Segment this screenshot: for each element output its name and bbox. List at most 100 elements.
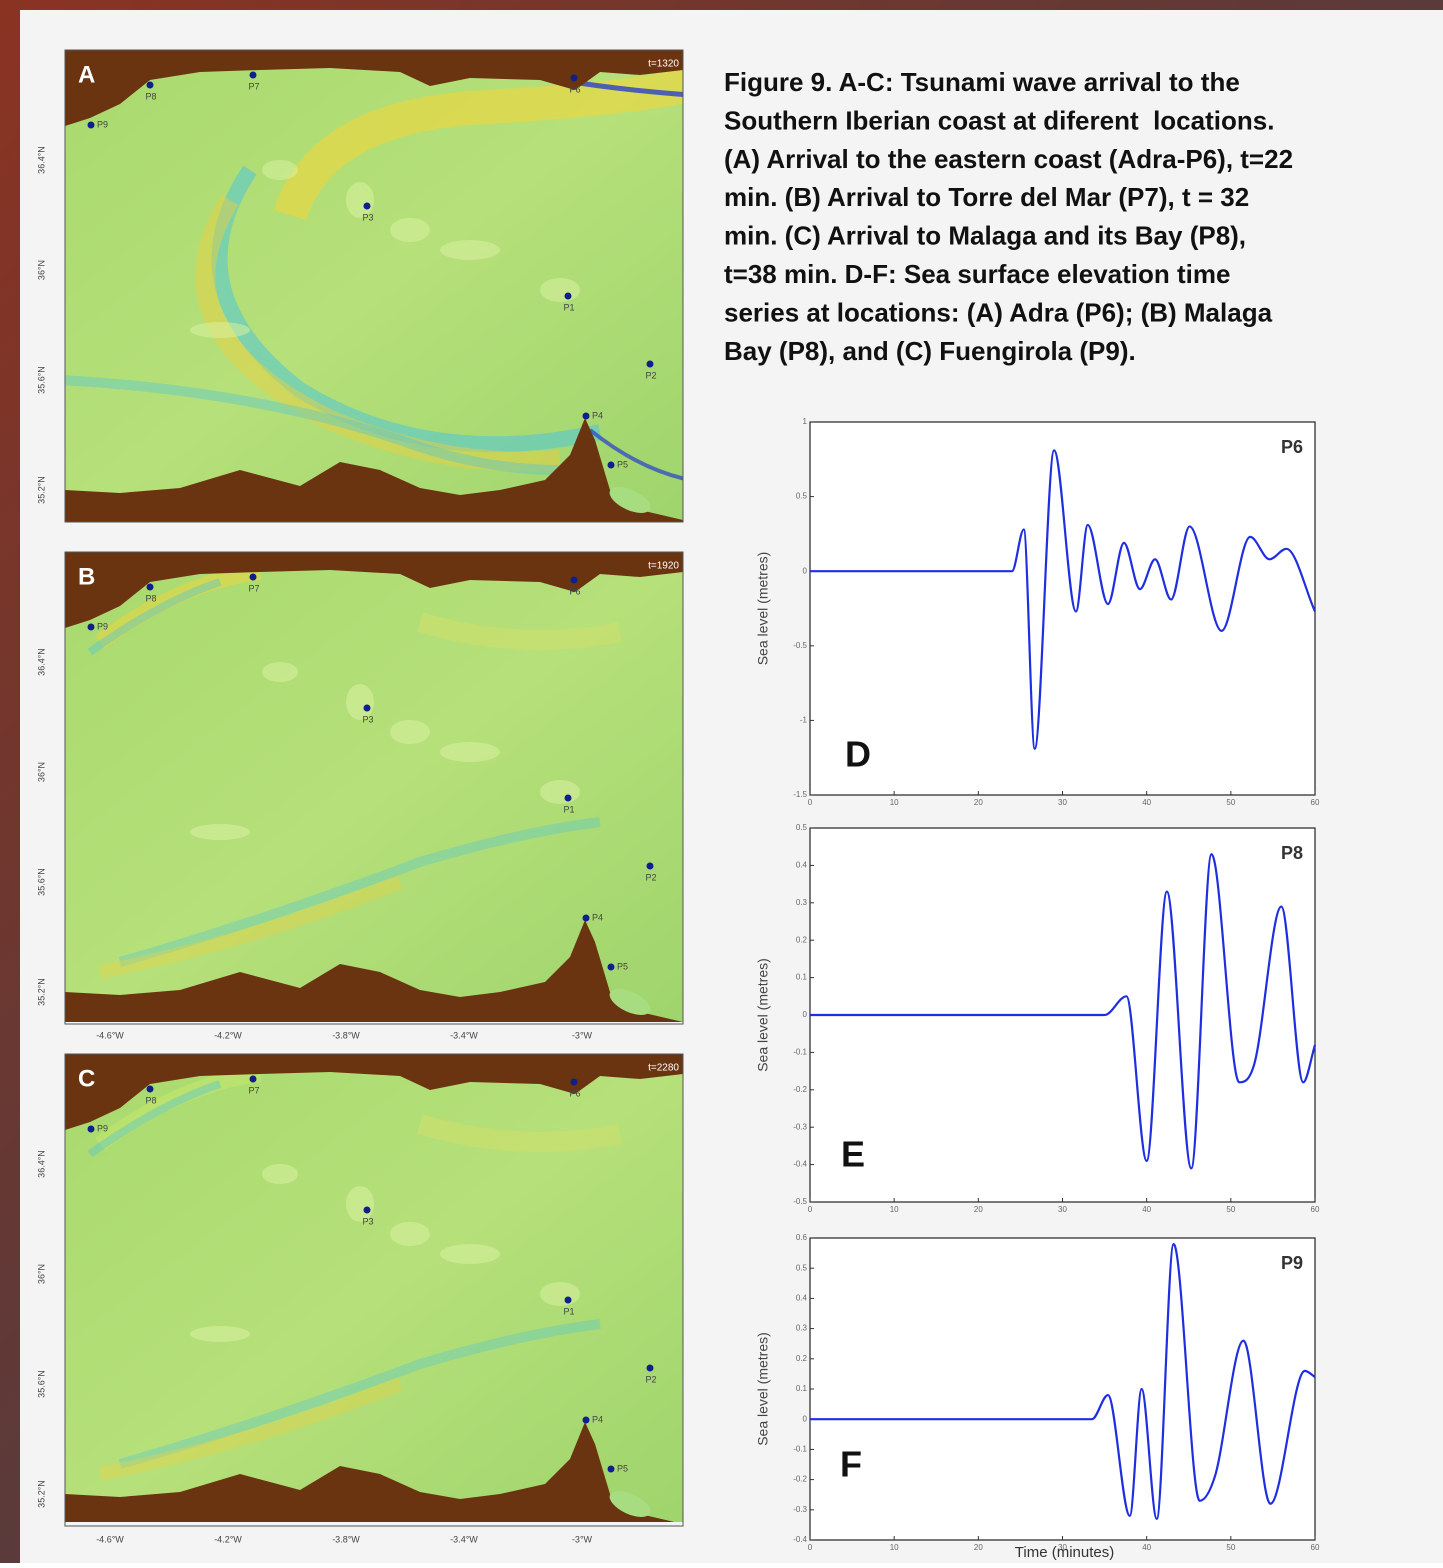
y-tick-label: -1	[800, 716, 808, 725]
station-point	[146, 1085, 154, 1093]
station-label: P6	[569, 84, 580, 94]
x-tick-label: 50	[1226, 798, 1235, 807]
lat-label: 35.6°N	[36, 366, 46, 394]
wave-band	[95, 1066, 262, 1151]
station-label: P5	[617, 459, 628, 469]
x-tick-label: 30	[1058, 1205, 1067, 1214]
station-point	[564, 292, 572, 300]
y-tick-label: -0.4	[793, 1535, 807, 1544]
station-label: P9	[97, 1123, 108, 1133]
x-tick-label: 40	[1142, 1205, 1151, 1214]
y-tick-label: 0.5	[796, 1263, 808, 1272]
lat-label: 35.2°N	[36, 476, 46, 504]
x-tick-label: 30	[1058, 1543, 1067, 1552]
land-south	[65, 1422, 675, 1522]
wave-band	[118, 817, 601, 967]
y-tick-label: 0.4	[796, 1294, 808, 1303]
station-label: P5	[617, 1463, 628, 1473]
lon-label: -3.4°W	[450, 1534, 478, 1544]
lat-label: 35.2°N	[36, 1480, 46, 1508]
x-tick-label: 0	[808, 1205, 813, 1214]
station-label: P6	[569, 586, 580, 596]
station-point	[146, 583, 154, 591]
lat-label: 36°N	[36, 1264, 46, 1284]
wave-band	[87, 578, 222, 656]
station-label: P1	[563, 1306, 574, 1316]
plot-area	[809, 1237, 1316, 1541]
station-point	[249, 71, 257, 79]
station-point	[146, 81, 154, 89]
wave-band	[417, 612, 622, 650]
seamount	[262, 662, 298, 682]
y-tick-label: -0.2	[793, 1085, 807, 1094]
station-label: P1	[563, 804, 574, 814]
lon-label: -3°W	[572, 1534, 593, 1544]
wave-band	[98, 1377, 403, 1481]
station-point	[607, 1465, 615, 1473]
seamount	[390, 218, 430, 242]
land-south	[65, 920, 683, 1022]
y-tick-label: 0.3	[796, 1324, 808, 1333]
land-north	[65, 552, 683, 628]
caption-line: t=38 min. D-F: Sea surface elevation tim…	[724, 259, 1230, 289]
station-point	[87, 121, 95, 129]
station-label: P8	[145, 91, 156, 101]
station-label: P2	[645, 872, 656, 882]
y-axis-label: Sea level (metres)	[755, 1332, 771, 1446]
seamount	[190, 1326, 250, 1342]
caption-line: series at locations: (A) Adra (P6); (B) …	[724, 297, 1273, 327]
station-label: P3	[362, 1216, 373, 1226]
wave-band	[87, 1080, 222, 1158]
y-tick-label: -0.5	[793, 641, 807, 650]
x-tick-label: 0	[808, 798, 813, 807]
panel-letter: D	[845, 734, 871, 775]
seamount	[440, 742, 500, 762]
station-label: P1	[563, 302, 574, 312]
wave-band	[118, 1319, 601, 1469]
seamount	[540, 1282, 580, 1306]
x-tick-label: 40	[1142, 798, 1151, 807]
y-tick-label: 0.1	[796, 1384, 808, 1393]
map-time: t=1920	[648, 561, 679, 572]
station-label: P7	[248, 583, 259, 593]
station-point	[570, 576, 578, 584]
station-point	[87, 623, 95, 631]
lagoon	[609, 989, 651, 1015]
map-layer	[65, 552, 683, 1022]
lat-label: 36°N	[36, 762, 46, 782]
x-tick-label: 10	[890, 798, 899, 807]
data-line	[810, 449, 1317, 750]
lon-label: -3.8°W	[332, 1534, 360, 1544]
chart-title: P9	[1281, 1253, 1303, 1273]
lat-label: 36.4°N	[36, 146, 46, 174]
x-tick-label: 30	[1058, 798, 1067, 807]
y-tick-label: 0	[803, 1414, 808, 1423]
seamount	[540, 780, 580, 804]
station-point	[646, 1364, 654, 1372]
x-tick-label: 50	[1226, 1543, 1235, 1552]
plot-area	[809, 421, 1316, 796]
panel-letter: E	[841, 1134, 865, 1175]
seamount	[440, 240, 500, 260]
caption-line: Figure 9. A-C: Tsunami wave arrival to t…	[724, 67, 1240, 97]
station-point	[607, 461, 615, 469]
land-south	[65, 418, 683, 522]
lon-label: -4.6°W	[96, 1534, 124, 1544]
map-time: t=2280	[648, 1063, 679, 1074]
caption-line: Bay (P8), and (C) Fuengirola (P9).	[724, 336, 1136, 366]
x-tick-label: 60	[1311, 1543, 1320, 1552]
land-north	[65, 50, 683, 126]
station-point	[646, 360, 654, 368]
y-tick-label: 0	[803, 1010, 808, 1019]
station-point	[582, 1416, 590, 1424]
y-tick-label: 0.1	[796, 973, 808, 982]
y-axis-label: Sea level (metres)	[755, 552, 771, 666]
seamount	[262, 160, 298, 180]
y-tick-label: 0.2	[796, 935, 808, 944]
caption-line: min. (C) Arrival to Malaga and its Bay (…	[724, 221, 1246, 251]
station-point	[363, 202, 371, 210]
wave-band	[98, 875, 403, 979]
